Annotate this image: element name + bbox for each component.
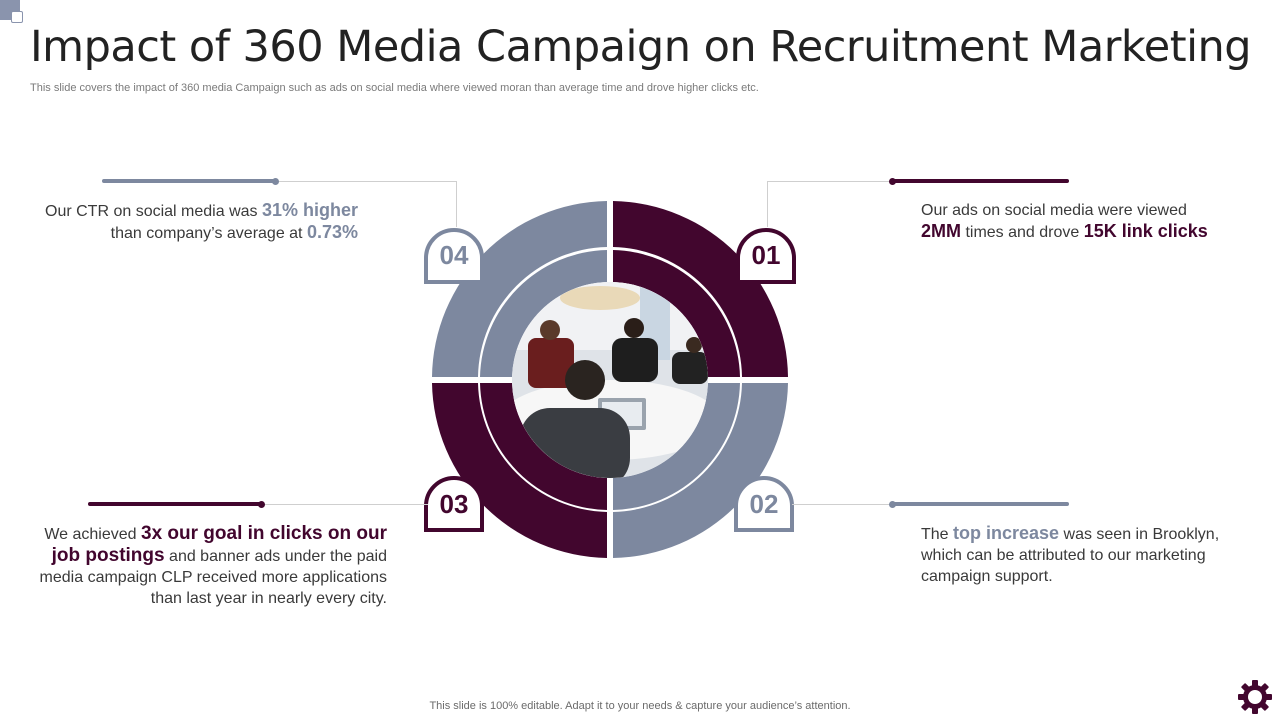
item-01-text-1: Our ads on social media were viewed — [921, 202, 1187, 219]
item-04-text-2: than company’s average at — [110, 225, 307, 242]
item-04-text-1: Our CTR on social media was — [45, 203, 262, 220]
connector-01 — [767, 181, 893, 227]
item-04-text: Our CTR on social media was 31% higher t… — [30, 200, 358, 244]
item-01-highlight-1: 2MM — [921, 221, 961, 241]
accent-dot-03 — [258, 501, 265, 508]
item-02-highlight-1: top increase — [953, 523, 1060, 543]
item-02-text-2: was seen in Brooklyn, which can be attri… — [921, 526, 1220, 585]
connector-02 — [792, 504, 892, 505]
item-01-text-2: times and drove — [961, 224, 1084, 241]
inner-ring-segment-01 — [613, 250, 740, 377]
item-03-highlight-1: 3x our goal in clicks on our job posting… — [51, 523, 387, 566]
badge-number-01: 01 — [751, 240, 781, 270]
badge-shape-02 — [734, 476, 794, 532]
footer-note: This slide is 100% editable. Adapt it to… — [429, 700, 851, 712]
accent-dot-04 — [272, 178, 279, 185]
item-03-text-2: and banner ads under the paid media camp… — [39, 548, 387, 607]
badge-number-03: 03 — [439, 489, 469, 519]
item-04-highlight-2: 0.73% — [306, 222, 358, 242]
item-03-text-1: We achieved — [44, 526, 141, 543]
corner-square-outline — [11, 11, 23, 23]
badge-shape-01 — [736, 228, 796, 284]
item-02-text-1: The — [921, 526, 954, 543]
inner-ring-segment-03 — [480, 383, 607, 510]
accent-bar-03 — [88, 502, 262, 506]
outer-ring-segment-01 — [613, 201, 788, 377]
accent-dot-01 — [889, 178, 896, 185]
accent-bar-01 — [892, 179, 1069, 183]
item-04-highlight-1: 31% higher — [261, 200, 358, 220]
outer-ring-segment-02 — [613, 383, 788, 558]
inner-ring-segment-02 — [613, 383, 740, 510]
inner-ring-segment-04 — [480, 250, 607, 377]
page-title: Impact of 360 Media Campaign on Recruitm… — [30, 22, 1252, 72]
outer-ring-segment-04 — [432, 201, 607, 377]
badge-number-04: 04 — [439, 240, 469, 270]
outer-ring-segment-03 — [432, 383, 607, 558]
gear-icon[interactable] — [1236, 678, 1274, 716]
item-02-text: The top increase was seen in Brooklyn, w… — [921, 523, 1241, 587]
accent-bar-02 — [892, 502, 1069, 506]
item-01-text: Our ads on social media were viewed 2MM t… — [921, 200, 1241, 243]
connector-04 — [276, 181, 457, 227]
badge-shape-04 — [424, 228, 484, 284]
badge-shape-03 — [424, 476, 484, 532]
connector-03 — [262, 504, 428, 505]
item-01-highlight-2: 15K link clicks — [1083, 221, 1208, 241]
page-subtitle: This slide covers the impact of 360 medi… — [30, 82, 759, 94]
accent-dot-02 — [889, 501, 896, 508]
item-03-text: We achieved 3x our goal in clicks on our… — [30, 523, 387, 609]
accent-bar-04 — [102, 179, 276, 183]
badge-number-02: 02 — [749, 489, 779, 519]
